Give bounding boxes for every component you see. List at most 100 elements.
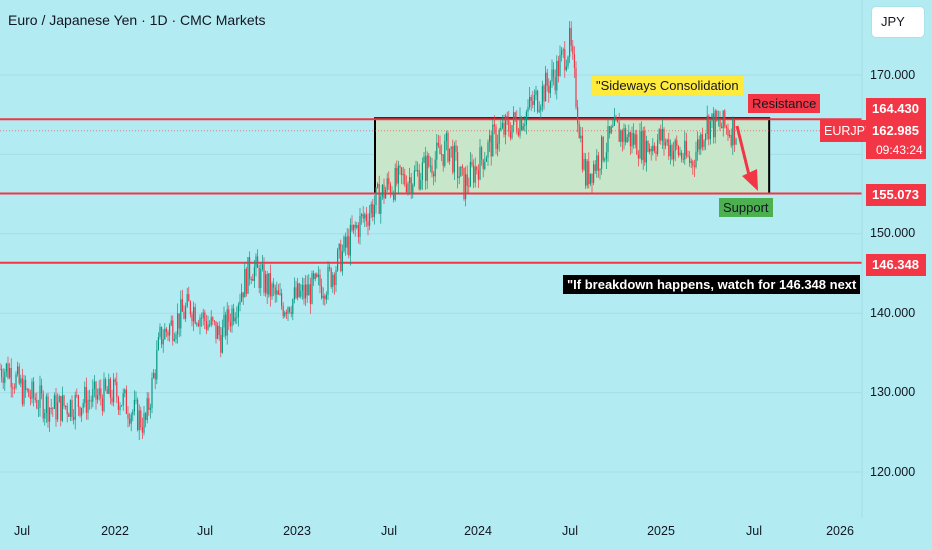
candle-body (461, 166, 463, 168)
y-tick-label: 120.000 (870, 465, 916, 479)
candle-body (609, 126, 611, 134)
candle-body (156, 349, 158, 380)
candle-body (465, 174, 467, 200)
candle-body (109, 378, 111, 398)
candle-body (625, 128, 627, 143)
candle-body (164, 328, 166, 340)
candle-body (487, 142, 489, 158)
breakdown-note: "If breakdown happens, watch for 146.348… (563, 275, 861, 294)
candle-body (289, 307, 291, 312)
candle-body (5, 363, 7, 372)
candle-body (636, 134, 638, 155)
candle-body (593, 164, 595, 183)
candle-body (9, 367, 11, 378)
candle-body (138, 410, 140, 431)
candle-body (716, 110, 718, 121)
candle-body (628, 131, 630, 138)
candle-body (685, 140, 687, 156)
candle-body (241, 292, 243, 302)
candle-body (431, 165, 433, 174)
candle-body (525, 111, 527, 125)
candle-body (460, 166, 462, 177)
candle-body (621, 130, 623, 142)
candle-body (111, 397, 113, 403)
candle-body (133, 400, 135, 412)
candle-body (674, 140, 676, 152)
candle-body (45, 396, 47, 413)
candle-body (169, 325, 171, 336)
candle-body (180, 299, 182, 329)
candle-body (351, 224, 353, 231)
candle-body (159, 326, 161, 337)
candle-body (274, 287, 276, 295)
candle-body (711, 113, 713, 121)
candle-body (2, 377, 4, 383)
candle-body (37, 407, 39, 409)
candle-body (404, 174, 406, 185)
candle-body (545, 72, 547, 102)
candle-body (0, 368, 1, 370)
candle-body (434, 159, 436, 177)
y-tick-label: 150.000 (870, 226, 916, 240)
candle-body (537, 90, 539, 112)
candle-body (695, 151, 697, 168)
candle-body (602, 136, 604, 161)
candle-body (386, 178, 388, 190)
candle-body (724, 110, 726, 127)
candle-body (65, 405, 67, 407)
candle-body (681, 152, 683, 159)
candle-body (305, 284, 307, 299)
currency-selector[interactable]: JPY (872, 7, 924, 37)
candle-body (306, 284, 308, 296)
candle-body (556, 60, 558, 91)
candle-body (439, 145, 441, 155)
candle-body (244, 269, 246, 298)
candle-body (733, 119, 735, 145)
candle-body (498, 130, 500, 144)
candle-body (495, 126, 497, 149)
candle-body (612, 125, 614, 127)
candle-body (197, 323, 199, 327)
candle-body (33, 381, 35, 398)
candle-body (538, 110, 540, 112)
candle-body (557, 60, 559, 76)
candle-body (202, 312, 204, 318)
candle-body (713, 113, 715, 138)
candle-body (429, 165, 431, 167)
candle-body (673, 151, 675, 160)
candle-body (10, 367, 12, 388)
candle-body (265, 274, 267, 293)
candle-body (530, 97, 532, 101)
candle-body (554, 77, 556, 91)
candle-body (317, 274, 319, 277)
candle-body (282, 305, 284, 317)
candle-body (373, 204, 375, 217)
candle-body (162, 339, 164, 345)
candle-body (580, 135, 582, 139)
candle-body (44, 412, 46, 419)
candle-body (650, 148, 652, 152)
candle-body (29, 396, 31, 399)
candle-body (658, 129, 660, 141)
candle-body (474, 166, 476, 183)
candle-body (122, 393, 124, 406)
candle-body (551, 69, 553, 82)
x-tick-label: 2023 (283, 524, 311, 538)
candle-body (689, 156, 691, 163)
candle-body (217, 325, 219, 339)
candle-body (708, 115, 710, 140)
candle-body (359, 215, 361, 237)
support-note: Support (719, 198, 773, 217)
candle-body (546, 72, 548, 86)
candle-body (261, 264, 263, 270)
candle-body (154, 373, 156, 380)
candle-body (188, 294, 190, 302)
candle-body (482, 159, 484, 169)
candle-body (263, 264, 265, 293)
candle-body (578, 123, 580, 139)
candle-body (514, 112, 516, 120)
candle-body (437, 142, 439, 146)
candle-body (642, 130, 644, 161)
candle-body (15, 374, 17, 388)
